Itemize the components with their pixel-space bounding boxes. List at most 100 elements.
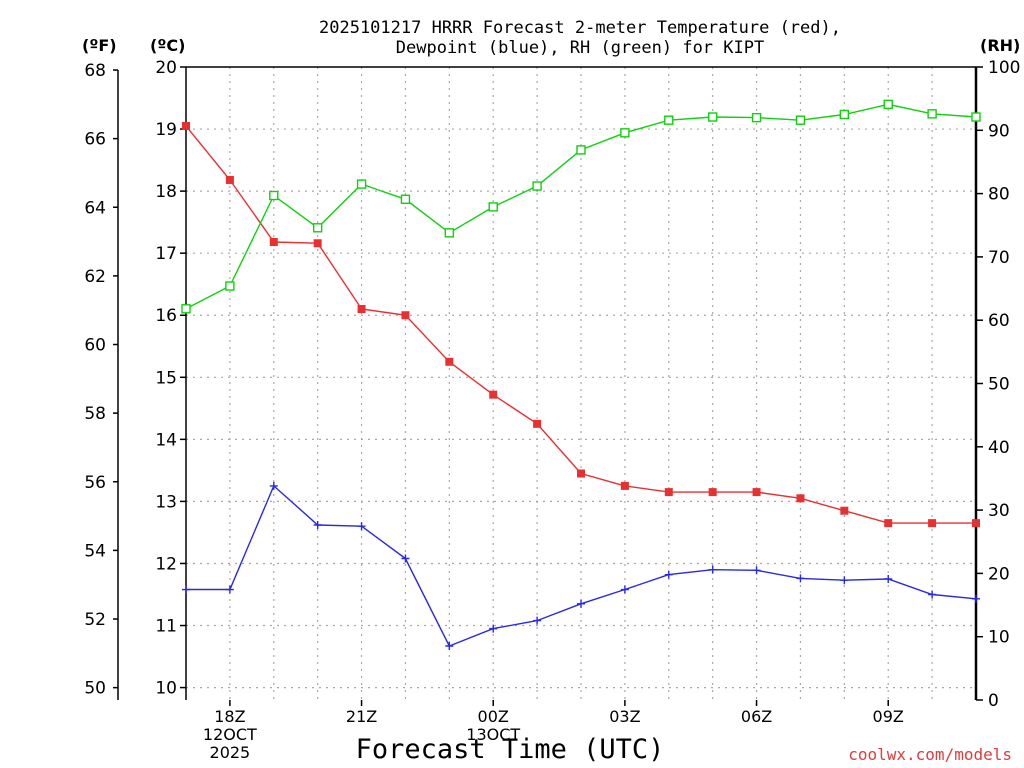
rh-point: [312, 223, 323, 233]
rh-point: [795, 115, 806, 125]
dewpoint-point: [972, 594, 980, 603]
x-tick-label: 09Z: [873, 707, 904, 726]
temperature-point: [533, 419, 542, 428]
x-tick-label: 12OCT: [203, 725, 257, 744]
dewpoint-point: [752, 566, 761, 575]
rh-point: [181, 304, 191, 314]
temperature-point: [840, 506, 849, 515]
dewpoint-point: [401, 554, 410, 563]
dewpoint-point: [445, 642, 454, 651]
rh-tick-label: 30: [988, 501, 1010, 521]
x-tick-label: 2025: [210, 743, 251, 762]
rh-tick-label: 20: [988, 564, 1010, 584]
celsius-tick-label: 14: [155, 430, 177, 450]
dewpoint-point: [620, 585, 629, 594]
fahrenheit-tick-label: 56: [84, 473, 106, 493]
dewpoint-point: [664, 570, 673, 579]
rh-point: [927, 109, 937, 119]
fahrenheit-tick-label: 62: [84, 267, 106, 287]
celsius-tick-label: 17: [155, 244, 177, 264]
celsius-tick-label: 12: [155, 554, 177, 574]
rh-point: [971, 112, 981, 122]
temperature-line: [185, 125, 976, 524]
dewpoint-point: [489, 624, 498, 633]
x-tick-label: 21Z: [346, 707, 377, 726]
celsius-tick-label: 13: [155, 492, 177, 512]
rh-point: [707, 112, 718, 122]
temperature-point: [577, 469, 585, 478]
dewpoint-point: [357, 522, 366, 531]
rh-tick-label: 100: [988, 58, 1020, 78]
x-tick-label: 03Z: [609, 707, 640, 726]
fahrenheit-tick-label: 68: [84, 61, 106, 81]
rh-tick-label: 70: [988, 248, 1010, 268]
temperature-point: [357, 305, 366, 314]
chart-title-line2: Dewpoint (blue), RH (green) for KIPT: [395, 38, 765, 58]
temperature-point: [752, 488, 761, 497]
chart-title-line1: 2025101217 HRRR Forecast 2-meter Tempera…: [319, 18, 841, 38]
celsius-tick-label: 10: [155, 679, 177, 699]
x-tick-label: 13OCT: [466, 725, 520, 744]
dewpoint-point: [225, 585, 234, 594]
temperature-point: [708, 488, 717, 497]
temperature-point: [796, 494, 805, 503]
rh-tick-label: 10: [988, 628, 1010, 648]
dewpoint-point: [708, 565, 717, 574]
temperature-point: [972, 519, 980, 528]
rh-point: [839, 109, 850, 120]
celsius-tick-label: 20: [155, 58, 177, 78]
dewpoint-point: [533, 616, 542, 625]
dewpoint-point: [884, 574, 893, 583]
rh-tick-label: 0: [988, 691, 999, 711]
rh-point: [751, 112, 762, 123]
fahrenheit-tick-label: 50: [84, 679, 106, 699]
rh-tick-label: 90: [988, 121, 1010, 141]
x-tick-label: 06Z: [741, 707, 772, 726]
dewpoint-point: [577, 599, 585, 608]
temperature-point: [269, 238, 278, 247]
rh-tick-label: 80: [988, 185, 1010, 205]
rh-point: [269, 190, 279, 201]
temperature-point: [225, 175, 234, 184]
dewpoint-point: [928, 590, 937, 599]
x-tick-label: 00Z: [478, 707, 509, 726]
temperature-point: [401, 311, 410, 320]
celsius-tick-label: 15: [155, 368, 177, 388]
fahrenheit-tick-label: 58: [84, 404, 106, 424]
temperature-point: [884, 519, 893, 528]
source-credit: coolwx.com/models: [848, 745, 1012, 764]
rh-point: [444, 228, 455, 238]
dewpoint-point: [269, 481, 278, 490]
rh-point: [356, 179, 367, 189]
dewpoint-point: [313, 520, 322, 529]
temperature-point: [313, 239, 322, 248]
rh-tick-label: 60: [988, 311, 1010, 331]
fahrenheit-tick-label: 52: [84, 610, 106, 630]
fahrenheit-tick-label: 64: [84, 198, 106, 218]
celsius-tick-label: 18: [155, 182, 177, 202]
fahrenheit-tick-label: 66: [84, 130, 106, 150]
dewpoint-point: [182, 585, 190, 594]
x-tick-label: 18Z: [214, 707, 245, 726]
celsius-tick-label: 16: [155, 306, 177, 326]
temperature-point: [664, 488, 673, 497]
rh-point: [620, 128, 630, 138]
rh-tick-label: 50: [988, 375, 1010, 395]
temperature-point: [182, 121, 190, 130]
celsius-tick-label: 19: [155, 120, 177, 140]
rh-tick-label: 40: [988, 438, 1010, 458]
rh-point: [225, 281, 235, 291]
dewpoint-point: [796, 574, 805, 583]
rh-point: [883, 99, 893, 110]
temperature-point: [928, 519, 937, 528]
temperature-point: [445, 357, 454, 366]
rh-point: [576, 145, 586, 155]
temperature-point: [489, 390, 498, 399]
rh-unit-label: (RH): [980, 36, 1021, 55]
rh-point: [488, 202, 498, 212]
x-axis-title: Forecast Time (UTC): [355, 734, 665, 765]
rh-point: [664, 115, 674, 125]
fahrenheit-tick-label: 54: [84, 541, 106, 561]
celsius-unit-label: (ºC): [150, 36, 186, 55]
